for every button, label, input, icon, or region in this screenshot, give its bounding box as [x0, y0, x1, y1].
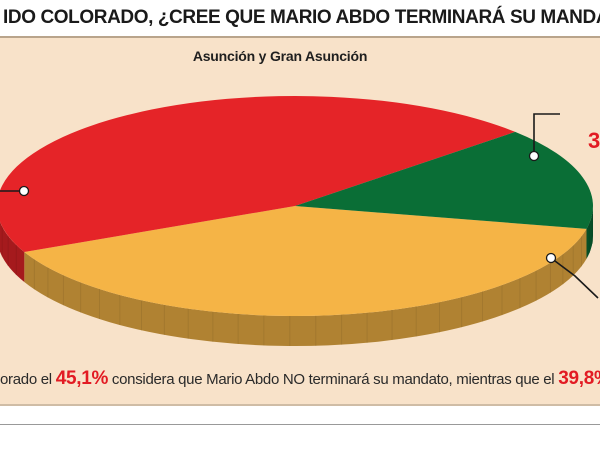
chart-title: Asunción y Gran Asunción: [192, 48, 368, 64]
leader-green-dot: [528, 150, 540, 162]
pie-slice-0: [24, 206, 587, 316]
caption-middle: considera que Mario Abdo NO terminará su…: [108, 371, 559, 388]
slice-label-right: 3: [588, 128, 600, 153]
caption-pct-2: 39,8%: [558, 368, 600, 389]
leader-yellow-dot: [545, 252, 557, 264]
caption-pct-1: 45,1%: [55, 368, 109, 389]
leader-green-line: [533, 113, 560, 156]
pie-slice-2: [295, 131, 593, 229]
pie-slice-side-0: [24, 228, 587, 347]
caption-prefix: orado el: [0, 371, 56, 388]
leader-yellow-line: [550, 257, 599, 299]
pie-chart: [0, 96, 599, 347]
caption: orado el 45,1% considera que Mario Abdo …: [0, 368, 600, 394]
headline: IDO COLORADO, ¿CREE QUE MARIO ABDO TERMI…: [0, 0, 600, 36]
pie-slice-side-2: [586, 206, 593, 259]
bottom-rule: [0, 424, 600, 425]
leader-red-dot: [18, 185, 30, 197]
pie-slice-side-1: [0, 221, 25, 282]
pie-slice-1: [0, 96, 516, 252]
